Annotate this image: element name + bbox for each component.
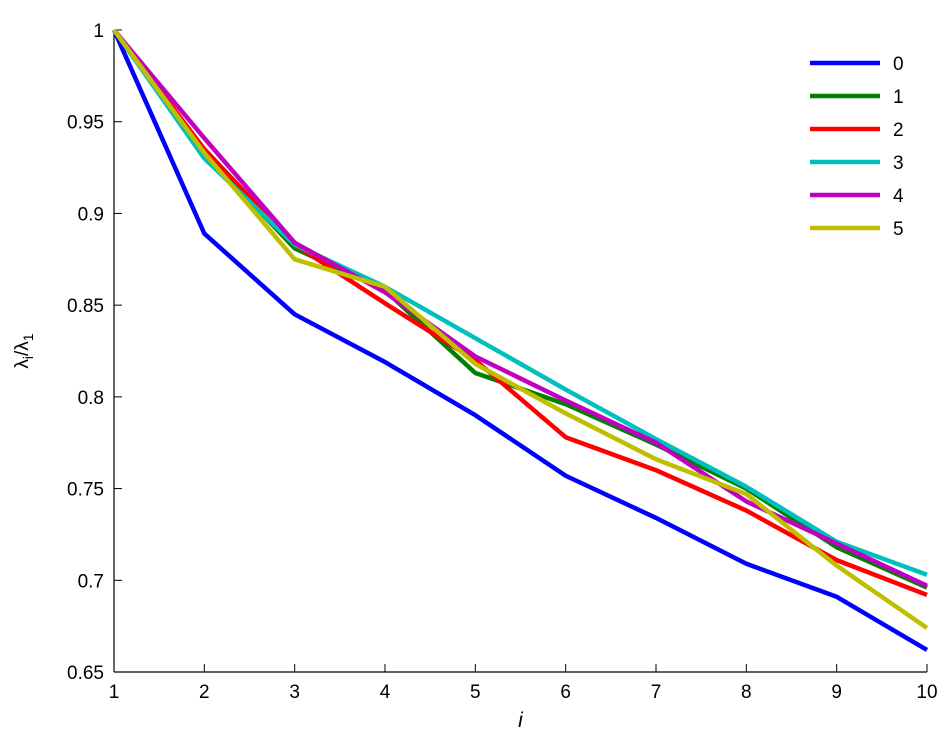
series-line-1 (112, 28, 928, 590)
series-lines (111, 28, 929, 652)
ticks: 1 2 3 4 5 6 7 8 9 100.650.70.750.80.850.90.951 (67, 21, 938, 703)
legend-label-1: 1 (893, 87, 904, 108)
y-label-slash: / (12, 350, 33, 356)
y-label-lambda-1: λ (12, 341, 33, 351)
series-line-2 (112, 28, 928, 598)
y-tick-label: 1 (93, 21, 104, 42)
x-tick-label: 1 (109, 682, 120, 703)
x-tick-label: 3 (289, 682, 300, 703)
x-tick-label: 2 (199, 682, 210, 703)
legend-label-5: 5 (893, 219, 904, 240)
y-tick-label: 0.95 (67, 113, 104, 134)
y-tick-label: 0.7 (78, 571, 104, 592)
series-line-0 (111, 29, 929, 652)
legend-label-3: 3 (893, 153, 904, 174)
y-tick-label: 0.9 (78, 204, 104, 225)
legend: 0 1 2 3 4 5 (810, 54, 904, 240)
legend-label-4: 4 (893, 186, 904, 207)
axes (113, 30, 927, 673)
x-tick-label: 10 (916, 682, 937, 703)
series-line-3 (112, 28, 928, 577)
x-tick-label: 8 (741, 682, 752, 703)
y-tick-label: 0.8 (78, 388, 104, 409)
legend-label-2: 2 (893, 120, 904, 141)
y-tick-label: 0.85 (67, 296, 104, 317)
x-tick-label: 7 (651, 682, 662, 703)
y-tick-label: 0.75 (67, 480, 104, 501)
series-line-5 (112, 28, 929, 630)
y-tick-label: 0.65 (67, 663, 104, 684)
y-label-sub-i: i (20, 356, 36, 359)
x-tick-label: 6 (560, 682, 571, 703)
x-axis-label: i (518, 709, 524, 732)
legend-label-0: 0 (893, 54, 904, 75)
series-line-4 (112, 28, 928, 588)
y-label-lambda-i: λ (12, 359, 33, 369)
y-axis-label: λi/λ1 (12, 333, 36, 368)
x-tick-label: 4 (380, 682, 391, 703)
x-tick-label: 9 (831, 682, 842, 703)
x-tick-label: 5 (470, 682, 481, 703)
y-label-sub-1: 1 (20, 333, 36, 341)
